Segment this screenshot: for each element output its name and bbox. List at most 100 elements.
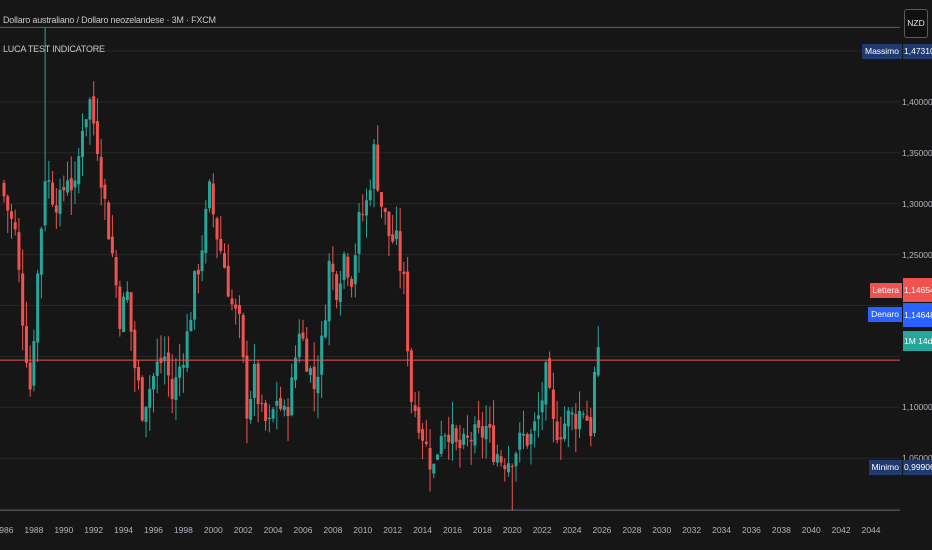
candle-body <box>286 406 290 417</box>
indicator-name[interactable]: LUCA TEST INDICATORE <box>3 44 105 54</box>
candle-body <box>492 425 496 463</box>
price-tick-label: 1,40000 <box>902 96 932 107</box>
candle-body <box>166 352 170 376</box>
max-label-tag: Massimo <box>861 44 902 59</box>
candle-body <box>316 376 320 394</box>
symbol-title[interactable]: Dollaro australiano / Dollaro neozelande… <box>3 15 216 25</box>
candle-body <box>223 253 226 268</box>
candle-body <box>267 417 271 419</box>
candle-body <box>196 269 200 275</box>
candle-body <box>264 402 268 421</box>
candle-body <box>469 439 473 442</box>
ask-label-tag: Lettera <box>869 283 902 298</box>
time-tick-label: 1992 <box>84 525 104 535</box>
time-tick-label: 2006 <box>293 525 313 535</box>
candle-body <box>574 413 578 430</box>
time-tick-label: 2036 <box>741 525 761 535</box>
candle-body <box>32 341 36 386</box>
candle-body <box>398 231 402 271</box>
candle-body <box>226 265 230 297</box>
candle-body <box>372 144 376 189</box>
chart-area[interactable] <box>0 0 900 550</box>
candle-body <box>585 415 589 421</box>
candle-body <box>290 377 294 416</box>
candle-body <box>335 274 339 301</box>
candle-body <box>103 184 107 199</box>
candle-body <box>69 178 73 191</box>
time-tick-label: 1986 <box>0 525 14 535</box>
candle-body <box>204 208 208 254</box>
candle-body <box>230 298 234 305</box>
candle-body <box>271 409 275 419</box>
candle-body <box>480 426 484 438</box>
time-tick-label: 1994 <box>114 525 134 535</box>
min-value-tag: 0,99906 <box>903 460 932 475</box>
candle-body <box>443 435 447 437</box>
time-tick-label: 2028 <box>622 525 642 535</box>
candle-body <box>592 372 596 434</box>
candle-body <box>406 271 410 352</box>
candle-body <box>88 99 92 120</box>
candle-body <box>144 406 148 422</box>
candle-body <box>376 144 380 191</box>
price-tick-label: 1,10000 <box>902 402 932 413</box>
bid-label-tag: Denaro <box>868 307 902 322</box>
candle-body <box>342 253 346 280</box>
candle-body <box>361 214 365 216</box>
candle-body <box>282 405 286 411</box>
candle-body <box>379 192 383 207</box>
time-tick-label: 2012 <box>383 525 403 535</box>
time-tick-label: 1996 <box>144 525 163 535</box>
candle-body <box>428 448 432 470</box>
candle-body <box>488 423 492 428</box>
candle-body <box>114 257 118 286</box>
candle-body <box>24 326 28 363</box>
candle-body <box>189 319 193 332</box>
candle-body <box>477 420 481 428</box>
candle-body <box>219 239 223 251</box>
time-tick-label: 2002 <box>233 525 253 535</box>
candle-body <box>432 463 436 474</box>
time-tick-label: 2032 <box>682 525 702 535</box>
candle-body <box>525 434 529 446</box>
candle-body <box>9 211 13 219</box>
candle-body <box>51 182 55 205</box>
candle-body <box>252 364 256 398</box>
candle-body <box>28 362 32 390</box>
candle-body <box>178 366 182 378</box>
time-tick-label: 2042 <box>831 525 851 535</box>
candle-body <box>323 320 327 338</box>
time-tick-label: 2044 <box>861 525 881 535</box>
candle-body <box>521 433 525 436</box>
candle-body <box>151 375 155 390</box>
candle-body <box>424 441 428 445</box>
candle-body <box>73 180 77 188</box>
time-tick-label: 2004 <box>263 525 283 535</box>
candle-body <box>465 435 469 438</box>
candle-body <box>540 400 544 413</box>
candle-body <box>387 211 391 236</box>
candle-body <box>39 228 43 275</box>
candle-body <box>548 358 552 388</box>
candle-body <box>155 361 159 377</box>
time-tick-label: 2008 <box>323 525 343 535</box>
candle-body <box>54 205 58 213</box>
candle-body <box>581 413 585 415</box>
candle-body <box>499 456 503 463</box>
candle-body <box>181 365 185 368</box>
candle-body <box>544 362 548 405</box>
candle-body <box>245 355 249 419</box>
candle-body <box>80 130 84 158</box>
candle-body <box>66 180 70 193</box>
currency-button[interactable]: NZD <box>904 9 928 38</box>
candlestick-chart[interactable] <box>0 0 900 550</box>
candle-body <box>260 403 264 405</box>
candle-body <box>383 208 387 213</box>
candle-body <box>110 236 114 254</box>
price-tick-label: 1,35000 <box>902 147 932 158</box>
candle-body <box>566 410 570 427</box>
candle-body <box>107 202 111 240</box>
candle-body <box>92 96 96 124</box>
candle-body <box>301 332 305 339</box>
ask-value-tag: 1,14654 <box>903 278 932 302</box>
